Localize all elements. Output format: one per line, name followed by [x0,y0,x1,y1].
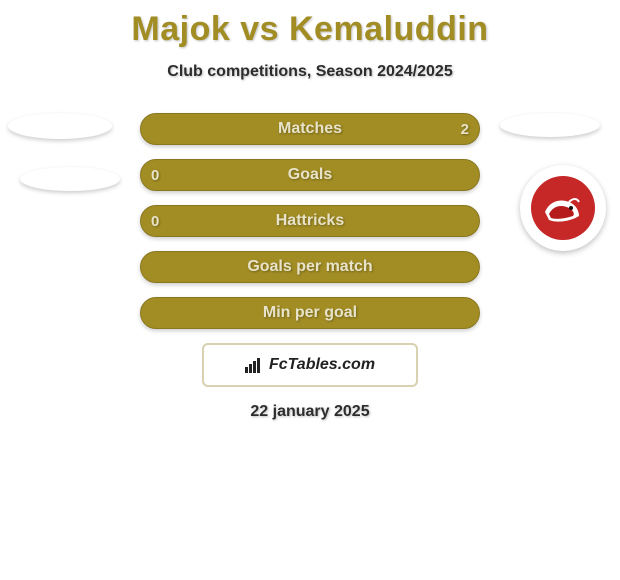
stat-value-left: 0 [151,167,159,184]
page-title: Majok vs Kemaluddin [0,0,620,49]
stat-row: Goals per match [140,251,480,283]
stat-value-left: 0 [151,213,159,230]
stat-value-right: 2 [461,121,469,138]
club-logo-emblem [531,176,595,240]
date-line: 22 january 2025 [0,403,620,421]
stat-row: 0 Hattricks [140,205,480,237]
stat-label: Goals [288,166,332,184]
stats-area: Matches 2 0 Goals 0 Hattricks Goals per match M… [0,113,620,329]
bar-chart-icon [245,357,265,373]
stat-label: Hattricks [276,212,344,230]
player-right-avatar-1 [500,113,600,137]
attribution-label: FcTables.com [269,356,375,374]
attribution-text: FcTables.com [245,356,375,374]
stat-row: Matches 2 [140,113,480,145]
player-left-avatar-2 [20,167,120,191]
stat-label: Matches [278,120,342,138]
page-subtitle: Club competitions, Season 2024/2025 [0,63,620,81]
player-left-avatar-1 [8,113,112,139]
club-logo [520,165,606,251]
stat-row: 0 Goals [140,159,480,191]
stat-row: Min per goal [140,297,480,329]
stat-label: Goals per match [247,258,372,276]
stat-label: Min per goal [263,304,357,322]
attribution-badge: FcTables.com [202,343,418,387]
